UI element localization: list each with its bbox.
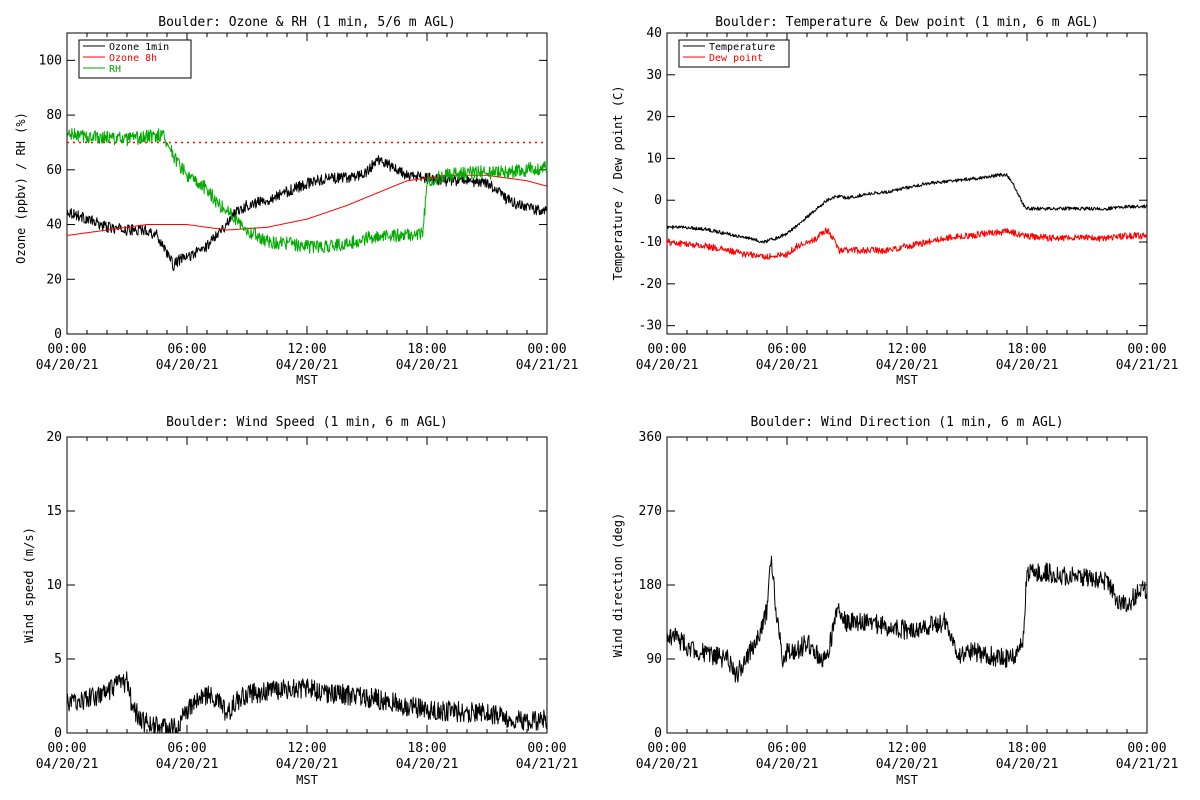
legend-label: Temperature — [709, 42, 775, 53]
x-tick-label-time: 06:00 — [167, 342, 206, 357]
x-tick-label-date: 04/20/21 — [876, 358, 939, 373]
y-tick-label: 5 — [54, 652, 62, 667]
x-tick-label-time: 00:00 — [647, 342, 686, 357]
y-tick-label: 40 — [46, 218, 62, 233]
x-axis-label: MST — [296, 773, 318, 787]
x-tick-label-date: 04/20/21 — [996, 757, 1059, 772]
x-tick-label-time: 00:00 — [527, 741, 566, 756]
y-axis-label: Ozone (ppbv) / RH (%) — [14, 112, 28, 264]
x-tick-label-date: 04/20/21 — [756, 358, 819, 373]
temp-dewpoint-panel: Boulder: Temperature & Dew point (1 min,… — [611, 15, 1148, 387]
chart-title: Boulder: Temperature & Dew point (1 min,… — [715, 15, 1099, 30]
legend-label: Ozone 1min — [109, 42, 169, 53]
y-axis-label: Wind direction (deg) — [611, 513, 625, 658]
x-axis-label: MST — [296, 373, 318, 387]
legend-label: Ozone 8h — [109, 53, 157, 64]
y-tick-label: -10 — [639, 235, 662, 250]
y-tick-label: 0 — [654, 193, 662, 208]
y-tick-label: -20 — [639, 277, 662, 292]
x-tick-label-time: 12:00 — [887, 741, 926, 756]
x-tick-label-time: 18:00 — [1007, 741, 1046, 756]
x-tick-label-time: 12:00 — [287, 741, 326, 756]
x-tick-label-date: 04/20/21 — [396, 358, 459, 373]
x-tick-label-time: 12:00 — [287, 342, 326, 357]
x-tick-label-date: 04/20/21 — [396, 757, 459, 772]
ozone-rh-panel: Boulder: Ozone & RH (1 min, 5/6 m AGL) O… — [14, 15, 548, 387]
x-tick-label-time: 12:00 — [887, 342, 926, 357]
y-tick-label: 270 — [639, 504, 662, 519]
y-axis-label: Temperature / Dew point (C) — [611, 85, 625, 280]
x-tick-label-date: 04/21/21 — [1116, 757, 1179, 772]
x-tick-label-date: 04/21/21 — [1116, 358, 1179, 373]
y-tick-label: 20 — [646, 110, 662, 125]
temperature-series-line — [666, 173, 1148, 244]
x-tick-label-time: 06:00 — [767, 342, 806, 357]
legend-label: Dew point — [709, 53, 763, 64]
data-series-line — [666, 555, 1148, 683]
data-series-line — [66, 671, 548, 734]
x-tick-label-date: 04/20/21 — [876, 757, 939, 772]
rh-series-line — [66, 128, 548, 254]
x-tick-label-time: 18:00 — [407, 342, 446, 357]
x-tick-label-date: 04/20/21 — [36, 358, 99, 373]
y-tick-label: 360 — [639, 430, 662, 445]
y-tick-label: 15 — [46, 504, 62, 519]
x-tick-label-date: 04/20/21 — [636, 358, 699, 373]
x-tick-label-time: 06:00 — [767, 741, 806, 756]
y-tick-label: 100 — [39, 53, 62, 68]
x-tick-label-date: 04/21/21 — [516, 358, 579, 373]
x-tick-label-time: 00:00 — [47, 741, 86, 756]
x-tick-label-date: 04/20/21 — [156, 757, 219, 772]
x-tick-label-date: 04/20/21 — [996, 358, 1059, 373]
y-tick-label: 20 — [46, 430, 62, 445]
x-tick-label-date: 04/20/21 — [756, 757, 819, 772]
x-tick-label-date: 04/20/21 — [636, 757, 699, 772]
dew-point-series-line — [666, 227, 1148, 260]
y-tick-label: 180 — [639, 578, 662, 593]
y-tick-label: 10 — [46, 578, 62, 593]
y-tick-label: 20 — [46, 272, 62, 287]
y-tick-label: 60 — [46, 163, 62, 178]
chart-title: Boulder: Wind Speed (1 min, 6 m AGL) — [166, 415, 448, 430]
x-tick-label-time: 00:00 — [647, 741, 686, 756]
y-tick-label: 0 — [654, 726, 662, 741]
x-tick-label-time: 18:00 — [1007, 342, 1046, 357]
x-tick-label-time: 06:00 — [167, 741, 206, 756]
y-tick-label: 80 — [46, 108, 62, 123]
y-tick-label: 40 — [646, 26, 662, 41]
chart-title: Boulder: Ozone & RH (1 min, 5/6 m AGL) — [158, 15, 455, 30]
x-tick-label-date: 04/20/21 — [156, 358, 219, 373]
chart-title: Boulder: Wind Direction (1 min, 6 m AGL) — [750, 415, 1063, 430]
x-tick-label-time: 00:00 — [527, 342, 566, 357]
y-axis-label: Wind speed (m/s) — [22, 527, 36, 643]
ozone-1min-series-line — [66, 155, 548, 271]
x-axis-label: MST — [896, 373, 918, 387]
x-tick-label-time: 00:00 — [1127, 342, 1166, 357]
y-tick-label: 30 — [646, 68, 662, 83]
x-axis-label: MST — [896, 773, 918, 787]
y-tick-label: 10 — [646, 151, 662, 166]
y-tick-label: 0 — [54, 327, 62, 342]
x-tick-label-date: 04/20/21 — [36, 757, 99, 772]
x-tick-label-time: 00:00 — [1127, 741, 1166, 756]
x-tick-label-date: 04/20/21 — [276, 757, 339, 772]
legend-box — [678, 39, 790, 68]
x-tick-label-time: 18:00 — [407, 741, 446, 756]
y-tick-label: 0 — [54, 726, 62, 741]
legend-label: RH — [109, 64, 121, 75]
y-tick-label: 90 — [646, 652, 662, 667]
x-tick-label-time: 00:00 — [47, 342, 86, 357]
x-tick-label-date: 04/21/21 — [516, 757, 579, 772]
y-tick-label: -30 — [639, 319, 662, 334]
x-tick-label-date: 04/20/21 — [276, 358, 339, 373]
